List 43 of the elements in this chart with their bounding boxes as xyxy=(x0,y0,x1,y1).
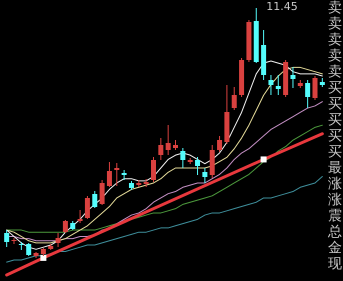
text: 卖 xyxy=(328,32,342,48)
text: 买 xyxy=(328,144,342,160)
candlestick xyxy=(4,230,10,248)
candlestick xyxy=(84,196,90,220)
text: 总 xyxy=(327,224,342,240)
text: 卖 xyxy=(328,0,342,16)
candlestick xyxy=(122,170,127,180)
candlestick xyxy=(217,136,222,152)
candlestick xyxy=(62,220,68,234)
text: 金 xyxy=(328,240,342,256)
candlestick xyxy=(202,168,208,184)
text: 买 xyxy=(328,112,342,128)
text: 买 xyxy=(328,96,342,112)
text: 卖 xyxy=(328,16,342,32)
candlestick xyxy=(305,80,310,108)
candlestick xyxy=(180,148,186,168)
candlestick xyxy=(195,156,200,176)
candlestick xyxy=(290,66,296,88)
annotation: 11.45 xyxy=(266,0,298,13)
candlestick xyxy=(158,138,164,160)
candlestick xyxy=(173,140,178,150)
text: 卖 xyxy=(328,48,342,64)
candlestick xyxy=(166,124,171,156)
candlestick xyxy=(78,210,83,224)
text: 涨 xyxy=(328,176,342,192)
candlestick xyxy=(312,76,318,100)
candlestick xyxy=(106,162,112,188)
candlestick xyxy=(26,242,32,256)
text: 买 xyxy=(328,80,342,96)
candlestick xyxy=(114,162,120,186)
text: 卖 xyxy=(328,64,342,80)
candlestick xyxy=(268,74,274,96)
text: 最 xyxy=(328,160,342,176)
candlestick xyxy=(232,86,237,110)
candlestick xyxy=(276,74,281,96)
candlestick xyxy=(92,190,98,208)
text: 买 xyxy=(328,128,342,144)
text: 现 xyxy=(328,256,342,272)
candlestick xyxy=(100,180,105,206)
candlestick xyxy=(56,232,61,248)
text: 涨 xyxy=(328,192,342,208)
text: 震 xyxy=(328,208,342,224)
candlestick xyxy=(150,156,156,182)
